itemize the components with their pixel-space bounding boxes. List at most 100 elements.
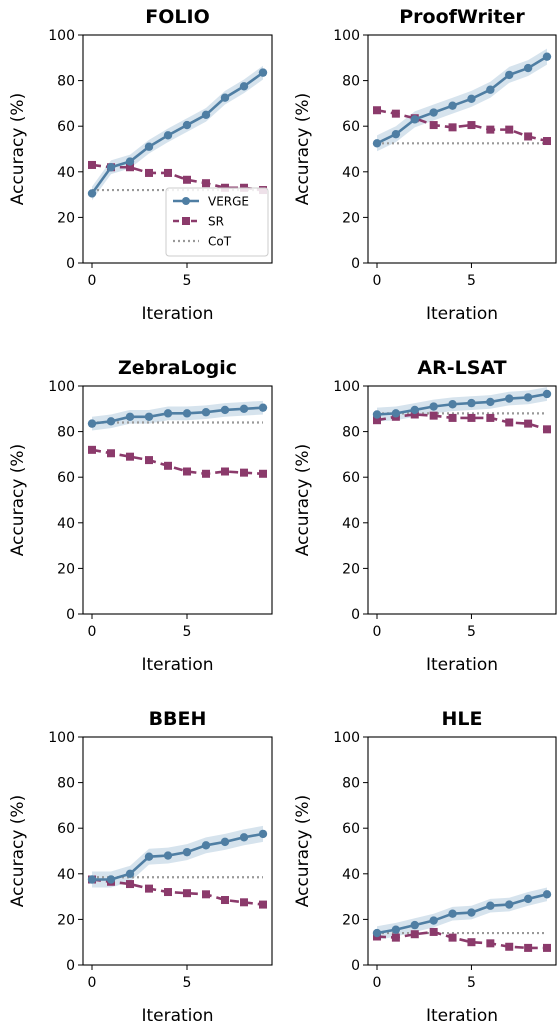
x-tick-label: 5	[467, 624, 476, 640]
y-tick-label: 100	[333, 730, 360, 746]
verge-point	[410, 405, 419, 415]
verge-point	[182, 847, 192, 857]
sr-point	[145, 884, 153, 893]
y-tick-label: 20	[57, 561, 75, 577]
verge-point	[125, 869, 135, 878]
sr-point	[410, 930, 419, 939]
sr-point	[410, 410, 419, 419]
y-tick-label: 100	[48, 730, 75, 746]
sr-point	[107, 449, 115, 458]
legend-box	[165, 187, 269, 257]
y-tick-label: 40	[342, 516, 360, 532]
sr-point	[145, 456, 153, 465]
y-tick-label: 80	[342, 776, 360, 792]
chart-title: AR-LSAT	[417, 357, 506, 379]
x-axis-label: Iteration	[426, 304, 498, 324]
verge-point	[201, 408, 211, 417]
verge-point	[220, 837, 230, 847]
sr-series-line	[91, 448, 264, 476]
sr-point	[429, 121, 438, 130]
x-tick-label: 0	[88, 624, 97, 640]
chart-panel-bbeh: BBEH 0 20 40 60 80 100 0 5 Iteration Accuracy (%)	[8, 708, 273, 1026]
sr-point	[164, 461, 172, 470]
sr-point	[259, 469, 267, 478]
plot-frame	[367, 34, 557, 264]
verge-point	[505, 900, 514, 909]
sr-point	[429, 411, 438, 420]
y-tick-label: 40	[342, 867, 360, 883]
y-tick-label: 40	[57, 516, 75, 532]
sr-point	[145, 168, 153, 177]
verge-series-line	[376, 392, 548, 416]
x-tick-label: 5	[183, 975, 192, 991]
verge-point	[163, 409, 173, 418]
plot-frame	[367, 385, 557, 615]
y-tick-label: 60	[57, 470, 75, 486]
legend: VERGE SR CoT	[165, 187, 269, 257]
sr-point	[505, 125, 514, 134]
sr-point	[126, 880, 134, 889]
x-tick-label: 5	[467, 975, 476, 991]
plot-frame	[82, 736, 273, 966]
verge-point	[125, 157, 135, 166]
sr-point	[391, 933, 400, 942]
sr-point	[467, 413, 476, 422]
verge-point	[258, 829, 268, 839]
sr-point	[183, 889, 191, 898]
verge-point	[239, 404, 249, 413]
y-axis-label: Accuracy (%)	[293, 93, 313, 205]
chart-panel-ar-lsat: AR-LSAT 0 20 40 60 80 100 0 5 Iteration Accuracy (…	[293, 357, 557, 675]
chart-panel-folio: FOLIO 0 20 40 60 80 100 0 5 Iteration Accuracy (%)…	[8, 6, 273, 324]
sr-point	[164, 888, 172, 897]
sr-point	[486, 413, 495, 422]
sr-point	[505, 418, 514, 427]
y-tick-label: 80	[57, 425, 75, 441]
x-axis-label: Iteration	[426, 655, 498, 675]
verge-point	[163, 131, 173, 140]
verge-series-line	[92, 832, 264, 881]
verge-point	[106, 417, 116, 426]
chart-title: ZebraLogic	[118, 357, 237, 379]
verge-point	[467, 398, 476, 408]
y-tick-label: 0	[66, 256, 75, 272]
x-tick-label: 0	[88, 975, 97, 991]
sr-point	[505, 942, 514, 951]
verge-point	[542, 52, 552, 61]
chart-title: BBEH	[149, 708, 207, 730]
verge-point	[429, 108, 438, 117]
sr-point	[429, 927, 438, 936]
y-axis-label: Accuracy (%)	[8, 795, 28, 907]
sr-point	[88, 160, 96, 169]
verge-point	[372, 410, 382, 419]
verge-point	[486, 901, 495, 910]
y-tick-label: 0	[66, 607, 75, 623]
y-tick-label: 0	[351, 256, 360, 272]
y-tick-label: 60	[57, 821, 75, 837]
sr-point	[543, 137, 551, 146]
sr-point	[543, 425, 551, 434]
y-tick-label: 60	[57, 119, 75, 135]
verge-point	[87, 875, 97, 884]
chart-panel-hle: HLE 0 20 40 60 80 100 0 5 Iteration Accuracy (%)	[293, 708, 557, 1026]
x-tick-label: 5	[467, 273, 476, 289]
chart-title: ProofWriter	[399, 6, 525, 28]
sr-point	[373, 106, 381, 115]
sr-point	[448, 413, 457, 422]
y-axis-label: Accuracy (%)	[293, 444, 313, 556]
sr-series-line	[376, 413, 548, 431]
sr-point	[202, 469, 210, 478]
verge-point	[258, 68, 268, 77]
verge-point	[87, 419, 97, 428]
verge-point	[372, 139, 382, 148]
x-tick-label: 0	[373, 975, 382, 991]
verge-point	[201, 841, 211, 850]
y-axis-label: Accuracy (%)	[8, 444, 28, 556]
y-tick-label: 20	[57, 912, 75, 928]
y-tick-label: 0	[351, 958, 360, 974]
verge-point	[258, 403, 268, 412]
verge-point	[410, 920, 419, 930]
sr-point	[543, 943, 551, 952]
verge-point	[467, 908, 476, 917]
y-tick-label: 0	[66, 958, 75, 974]
sr-point	[221, 467, 229, 476]
